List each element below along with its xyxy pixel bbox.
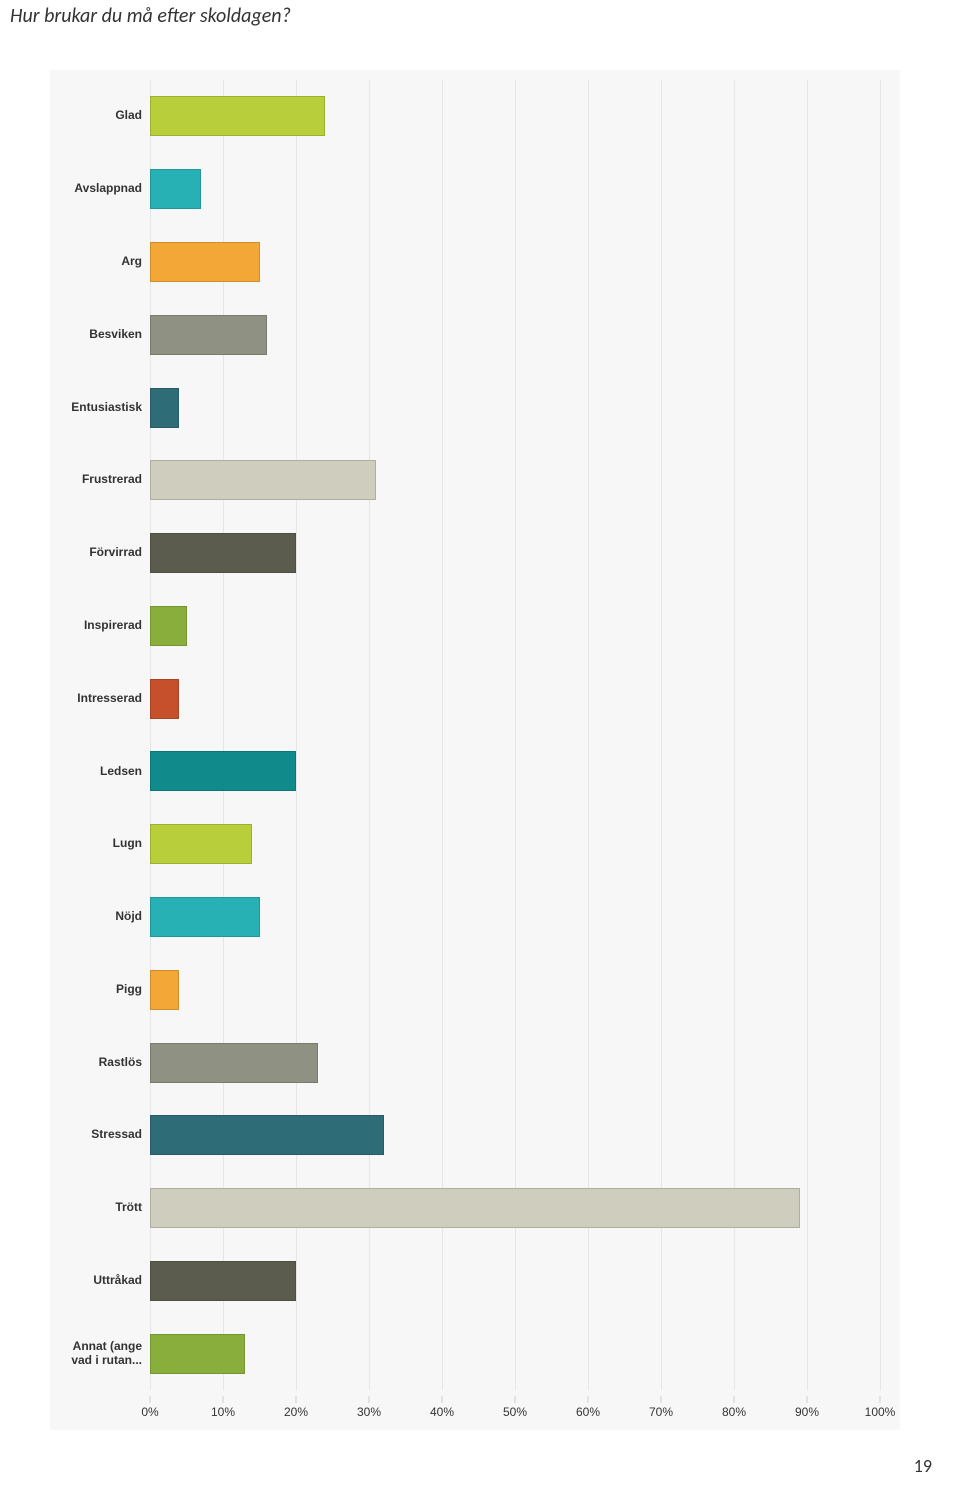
category-label: Inspirerad (50, 619, 142, 633)
chart-row: Trött (150, 1172, 880, 1245)
x-tick-label: 40% (430, 1405, 454, 1419)
bar (150, 679, 179, 719)
category-label: Uttråkad (50, 1274, 142, 1288)
x-tick-label: 0% (141, 1405, 158, 1419)
x-tick-label: 30% (357, 1405, 381, 1419)
chart-row: Nöjd (150, 881, 880, 954)
chart-row: Förvirrad (150, 517, 880, 590)
x-tick-label: 50% (503, 1405, 527, 1419)
chart-row: Glad (150, 80, 880, 153)
x-tick-label: 70% (649, 1405, 673, 1419)
bar (150, 1043, 318, 1083)
category-label: Rastlös (50, 1056, 142, 1070)
bar (150, 96, 325, 136)
category-label: Glad (50, 109, 142, 123)
category-label: Nöjd (50, 910, 142, 924)
page-title: Hur brukar du må efter skoldagen? (10, 4, 291, 28)
bar (150, 751, 296, 791)
bar (150, 1334, 245, 1374)
bar (150, 1261, 296, 1301)
bar (150, 242, 260, 282)
category-label: Besviken (50, 328, 142, 342)
bar (150, 533, 296, 573)
x-tick-label: 60% (576, 1405, 600, 1419)
bar (150, 388, 179, 428)
category-label: Arg (50, 255, 142, 269)
x-tick-mark (296, 1396, 297, 1403)
bar (150, 970, 179, 1010)
category-label: Pigg (50, 983, 142, 997)
x-tick-label: 20% (284, 1405, 308, 1419)
chart-row: Pigg (150, 953, 880, 1026)
chart-row: Intresserad (150, 662, 880, 735)
bar (150, 169, 201, 209)
chart-row: Inspirerad (150, 589, 880, 662)
chart-row: Stressad (150, 1099, 880, 1172)
x-tick-mark (150, 1396, 151, 1403)
grid-line (880, 80, 881, 1390)
category-label: Annat (ange vad i rutan... (50, 1340, 142, 1368)
category-label: Ledsen (50, 765, 142, 779)
x-tick-mark (515, 1396, 516, 1403)
bar (150, 1188, 800, 1228)
x-tick-label: 10% (211, 1405, 235, 1419)
x-tick-mark (661, 1396, 662, 1403)
bar (150, 897, 260, 937)
category-label: Stressad (50, 1128, 142, 1142)
bar (150, 1115, 384, 1155)
chart-row: Entusiastisk (150, 371, 880, 444)
chart-row: Ledsen (150, 735, 880, 808)
category-label: Avslappnad (50, 182, 142, 196)
bar (150, 824, 252, 864)
bar (150, 460, 376, 500)
category-label: Trött (50, 1201, 142, 1215)
bar (150, 606, 187, 646)
x-tick-label: 90% (795, 1405, 819, 1419)
chart-row: Arg (150, 226, 880, 299)
x-axis-ticks: 0%10%20%30%40%50%60%70%80%90%100% (150, 1390, 880, 1430)
x-tick-mark (734, 1396, 735, 1403)
plot-area: GladAvslappnadArgBesvikenEntusiastiskFru… (150, 80, 880, 1390)
x-tick-mark (369, 1396, 370, 1403)
chart-row: Besviken (150, 298, 880, 371)
x-tick-mark (807, 1396, 808, 1403)
chart-row: Annat (ange vad i rutan... (150, 1317, 880, 1390)
category-label: Frustrerad (50, 473, 142, 487)
category-label: Lugn (50, 837, 142, 851)
page-number: 19 (914, 1455, 932, 1477)
page: Hur brukar du må efter skoldagen? GladAv… (0, 0, 960, 1485)
chart-row: Lugn (150, 808, 880, 881)
category-label: Entusiastisk (50, 401, 142, 415)
x-tick-mark (223, 1396, 224, 1403)
x-tick-mark (880, 1396, 881, 1403)
chart-row: Frustrerad (150, 444, 880, 517)
bar-chart: GladAvslappnadArgBesvikenEntusiastiskFru… (50, 70, 900, 1430)
x-tick-label: 80% (722, 1405, 746, 1419)
chart-row: Rastlös (150, 1026, 880, 1099)
bar (150, 315, 267, 355)
category-label: Förvirrad (50, 546, 142, 560)
chart-row: Avslappnad (150, 153, 880, 226)
chart-rows: GladAvslappnadArgBesvikenEntusiastiskFru… (150, 80, 880, 1390)
x-tick-mark (588, 1396, 589, 1403)
category-label: Intresserad (50, 692, 142, 706)
chart-row: Uttråkad (150, 1245, 880, 1318)
x-tick-mark (442, 1396, 443, 1403)
x-tick-label: 100% (865, 1405, 896, 1419)
